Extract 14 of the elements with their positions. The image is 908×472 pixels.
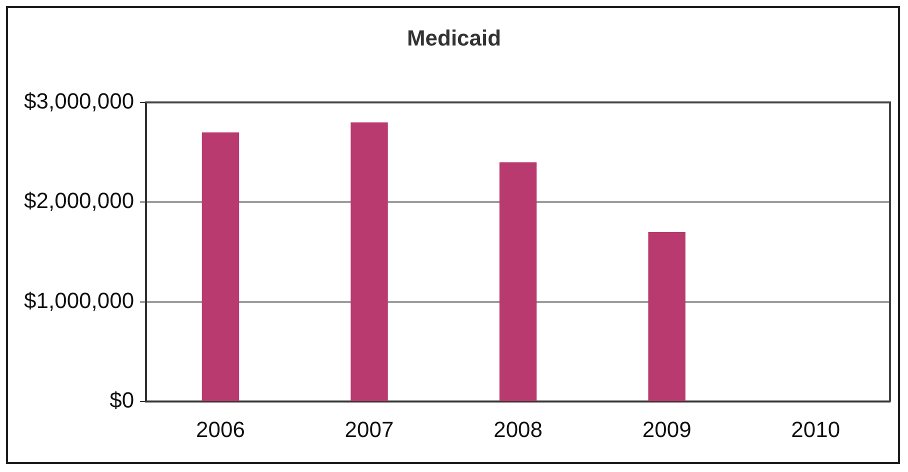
x-tick-label: 2008: [494, 416, 543, 442]
bar: [202, 132, 240, 402]
bar: [499, 162, 537, 402]
x-tick-label: 2006: [196, 416, 245, 442]
y-tick-label: $3,000,000: [24, 88, 134, 114]
y-tick-label: $2,000,000: [24, 188, 134, 214]
chart-title: Medicaid: [406, 25, 502, 50]
bar: [350, 122, 388, 402]
bar: [648, 232, 686, 402]
y-tick-label: $1,000,000: [24, 288, 134, 313]
x-tick-label: 2010: [791, 416, 840, 442]
y-tick-label: $0: [110, 388, 134, 413]
x-tick-label: 2007: [344, 416, 394, 442]
x-tick-label: 2009: [642, 416, 692, 442]
